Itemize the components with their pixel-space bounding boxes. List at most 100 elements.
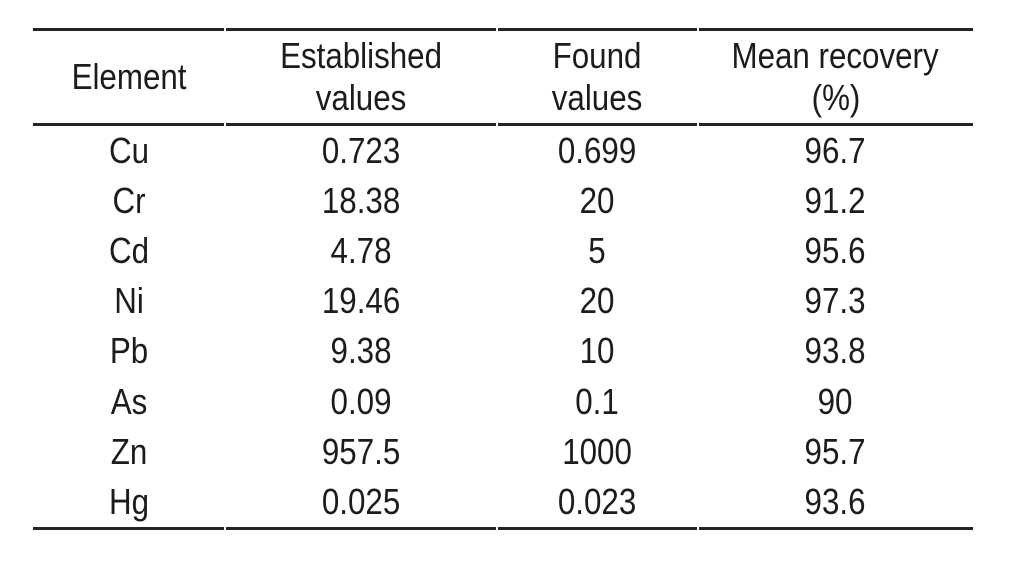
cell-value: Hg	[108, 480, 150, 522]
cell-value: 96.7	[805, 130, 866, 172]
rule-segment	[699, 526, 973, 530]
cell-found: 0.699	[497, 126, 698, 176]
cell-established: 0.723	[225, 126, 497, 176]
column-header-label: values	[552, 77, 643, 118]
cell-recovery: 93.6	[698, 477, 973, 527]
cell-value: Cu	[108, 130, 150, 172]
cell-value: 20	[580, 280, 615, 322]
table-row: Cu 0.723 0.699 96.7	[33, 126, 973, 176]
cell-element: As	[33, 376, 225, 426]
cell-found: 20	[497, 176, 698, 226]
table-row: Pb 9.38 10 93.8	[33, 326, 973, 376]
cell-value: 95.7	[805, 430, 866, 472]
cell-found: 0.023	[497, 477, 698, 527]
table-row: Hg 0.025 0.023 93.6	[33, 477, 973, 527]
cell-established: 0.09	[225, 376, 497, 426]
table-row: Cd 4.78 5 95.6	[33, 226, 973, 276]
cell-value: 5	[588, 230, 607, 272]
recovery-table: Element Established values Found values …	[33, 28, 973, 530]
cell-value: 1000	[562, 430, 633, 472]
cell-recovery: 93.8	[698, 326, 973, 376]
column-header-label: Element	[71, 56, 187, 97]
cell-value: 90	[818, 380, 853, 422]
table-row: Zn 957.5 1000 95.7	[33, 427, 973, 477]
cell-value: 97.3	[805, 280, 866, 322]
rule-segment	[498, 28, 697, 31]
cell-value: As	[110, 380, 148, 422]
cell-value: 93.8	[805, 330, 866, 372]
cell-value: Cr	[112, 180, 146, 222]
cell-element: Cd	[33, 226, 225, 276]
cell-found: 10	[497, 326, 698, 376]
rule-segment	[33, 123, 224, 126]
rule-segment	[33, 28, 224, 31]
column-header-element: Element	[33, 31, 225, 123]
table-row: As 0.09 0.1 90	[33, 376, 973, 426]
column-header-label: Established	[280, 35, 442, 76]
cell-recovery: 95.6	[698, 226, 973, 276]
cell-value: 9.38	[330, 330, 392, 372]
table-header-row: Element Established values Found values …	[33, 31, 973, 123]
cell-element: Cr	[33, 176, 225, 226]
cell-element: Pb	[33, 326, 225, 376]
rule-segment	[226, 28, 496, 31]
column-header-established-values: Established values	[225, 31, 497, 123]
rule-segment	[699, 28, 973, 31]
rule-segment	[498, 123, 697, 126]
cell-element: Ni	[33, 276, 225, 326]
column-header-found-values: Found values	[497, 31, 698, 123]
cell-value: 18.38	[321, 180, 401, 222]
cell-value: Cd	[108, 230, 150, 272]
table-row: Ni 19.46 20 97.3	[33, 276, 973, 326]
rule-segment	[33, 526, 224, 530]
cell-recovery: 91.2	[698, 176, 973, 226]
cell-value: 4.78	[330, 230, 392, 272]
column-header-label: Mean recovery	[731, 35, 940, 76]
cell-recovery: 97.3	[698, 276, 973, 326]
rule-segment	[226, 526, 496, 530]
cell-found: 20	[497, 276, 698, 326]
cell-value: Ni	[114, 280, 144, 322]
cell-value: Pb	[109, 330, 149, 372]
cell-value: 0.023	[558, 480, 637, 522]
table-top-rule	[33, 28, 973, 31]
cell-element: Zn	[33, 427, 225, 477]
column-header-label: (%)	[811, 77, 860, 118]
cell-value: 10	[580, 330, 615, 372]
table-row: Cr 18.38 20 91.2	[33, 176, 973, 226]
cell-established: 9.38	[225, 326, 497, 376]
cell-value: 0.723	[321, 130, 401, 172]
table-bottom-rule	[33, 526, 973, 530]
column-header-label: Found	[553, 35, 642, 76]
cell-found: 1000	[497, 427, 698, 477]
cell-value: 0.699	[558, 130, 637, 172]
cell-value: 957.5	[321, 430, 401, 472]
cell-value: 93.6	[805, 480, 866, 522]
cell-value: 19.46	[321, 280, 401, 322]
cell-established: 19.46	[225, 276, 497, 326]
cell-established: 0.025	[225, 477, 497, 527]
cell-element: Cu	[33, 126, 225, 176]
cell-established: 957.5	[225, 427, 497, 477]
rule-segment	[699, 123, 973, 126]
cell-established: 4.78	[225, 226, 497, 276]
cell-element: Hg	[33, 477, 225, 527]
cell-found: 5	[497, 226, 698, 276]
rule-segment	[498, 526, 697, 530]
cell-value: 0.09	[330, 380, 392, 422]
cell-value: 95.6	[805, 230, 866, 272]
column-header-label: values	[315, 77, 407, 118]
column-header-mean-recovery: Mean recovery (%)	[698, 31, 973, 123]
rule-segment	[226, 123, 496, 126]
cell-recovery: 95.7	[698, 427, 973, 477]
cell-value: 0.1	[575, 380, 620, 422]
cell-recovery: 96.7	[698, 126, 973, 176]
cell-established: 18.38	[225, 176, 497, 226]
cell-value: 20	[580, 180, 615, 222]
cell-value: 91.2	[805, 180, 866, 222]
cell-found: 0.1	[497, 376, 698, 426]
table-body: Cu 0.723 0.699 96.7 Cr 18.38 20 91.2 Cd …	[33, 126, 973, 527]
table-header-rule	[33, 123, 973, 126]
cell-value: 0.025	[321, 480, 401, 522]
